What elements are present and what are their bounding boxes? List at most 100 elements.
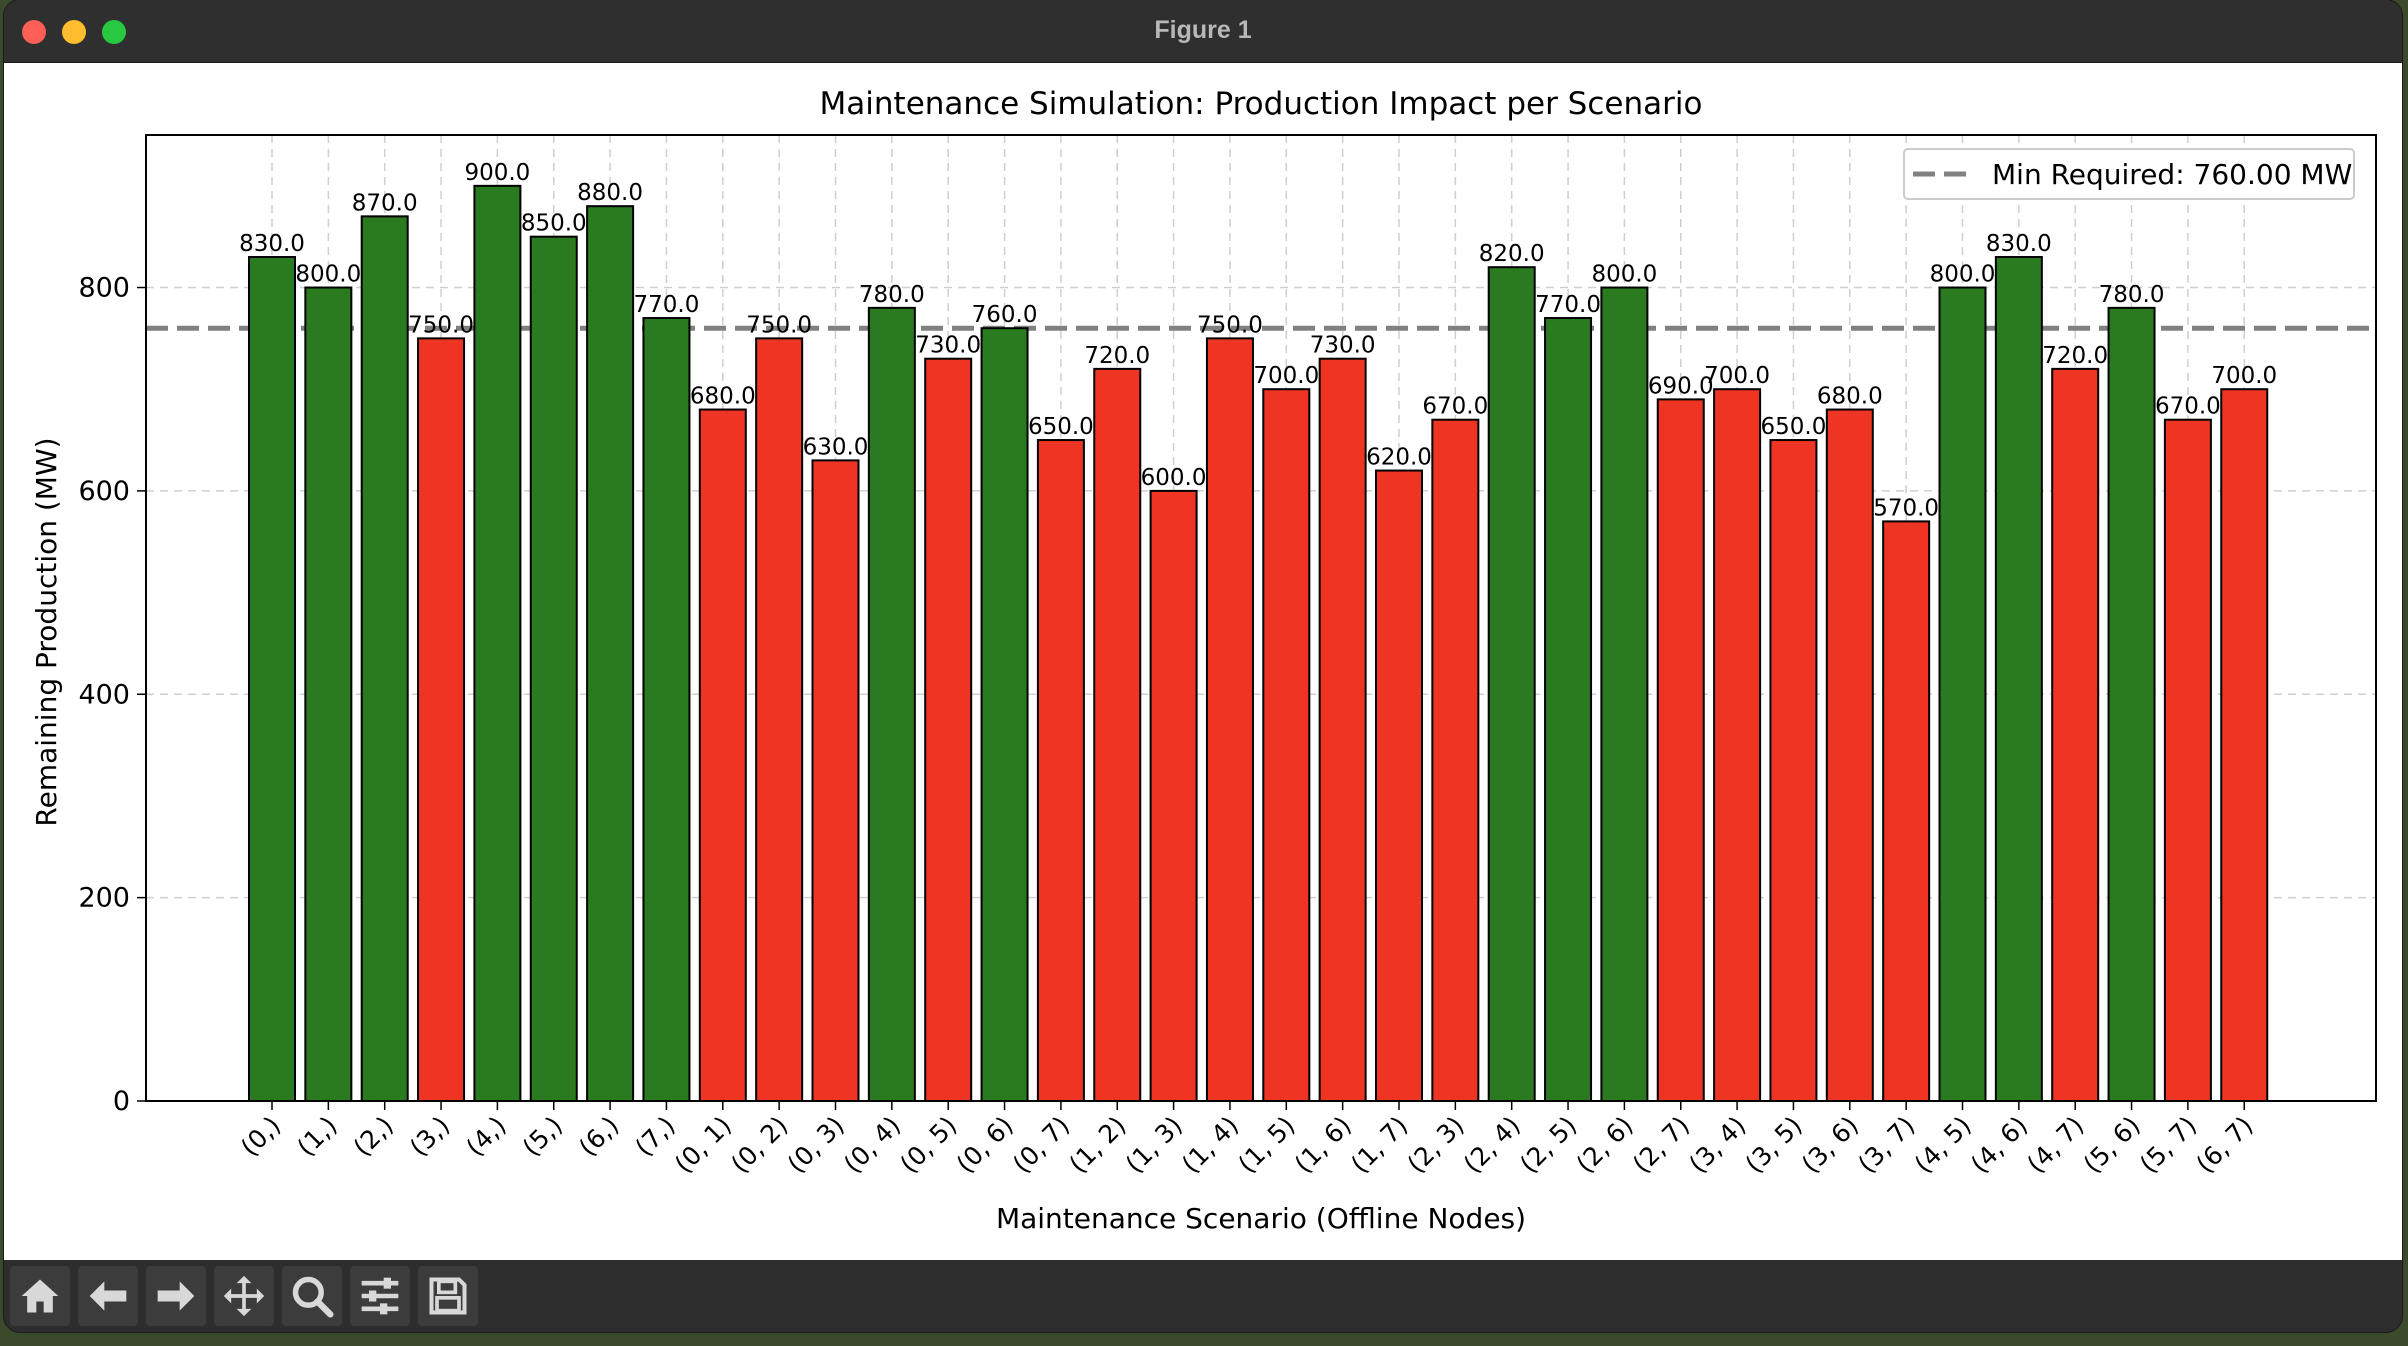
bar-value-label: 570.0 xyxy=(1873,495,1939,521)
x-tick-label: (0, 5) xyxy=(894,1111,962,1179)
y-tick-label: 400 xyxy=(78,679,130,710)
bar-value-label: 830.0 xyxy=(1986,231,2052,257)
save-button[interactable] xyxy=(418,1266,478,1326)
title-bar[interactable]: Figure 1 xyxy=(4,0,2402,63)
bar[interactable] xyxy=(360,215,409,1103)
x-tick-label: (0, 2) xyxy=(725,1111,793,1179)
x-tick-label: (5, 7) xyxy=(2134,1111,2202,1179)
legend: Min Required: 760.00 MW xyxy=(1903,148,2355,200)
bar[interactable] xyxy=(755,337,804,1102)
x-tick-label: (2,) xyxy=(348,1111,399,1162)
bar-chart: Maintenance Simulation: Production Impac… xyxy=(30,86,2377,1235)
bar-value-label: 780.0 xyxy=(2099,282,2165,308)
bar[interactable] xyxy=(1656,398,1705,1102)
maximize-window-button[interactable] xyxy=(102,20,126,44)
forward-button[interactable] xyxy=(146,1266,206,1326)
bar[interactable] xyxy=(1713,388,1762,1103)
configure-subplots-icon xyxy=(361,1277,399,1315)
bar-value-label: 720.0 xyxy=(1084,343,1150,369)
bar-value-label: 690.0 xyxy=(1648,373,1714,399)
bar[interactable] xyxy=(529,235,578,1102)
close-window-button[interactable] xyxy=(22,20,46,44)
bar[interactable] xyxy=(1994,256,2043,1102)
bar[interactable] xyxy=(980,327,1029,1102)
figure-window: Figure 1 Maintenance Simulation: Product… xyxy=(4,0,2402,1332)
bar-value-label: 830.0 xyxy=(239,231,305,257)
bar[interactable] xyxy=(1600,286,1649,1103)
minimize-window-button[interactable] xyxy=(62,20,86,44)
bar[interactable] xyxy=(1544,317,1593,1103)
x-tick-label: (0, 1) xyxy=(669,1111,737,1179)
window-title: Figure 1 xyxy=(1154,16,1252,44)
x-tick-label: (3, 6) xyxy=(1796,1111,1864,1179)
bar-value-label: 750.0 xyxy=(1197,312,1263,338)
bar[interactable] xyxy=(2051,367,2100,1103)
bar[interactable] xyxy=(1431,418,1480,1103)
bar-value-label: 880.0 xyxy=(577,180,643,206)
x-tick-label: (3, 4) xyxy=(1683,1111,1751,1179)
x-tick-label: (0, 6) xyxy=(951,1111,1019,1179)
bar[interactable] xyxy=(1205,337,1254,1102)
x-axis-label: Maintenance Scenario (Offline Nodes) xyxy=(996,1202,1526,1235)
bar[interactable] xyxy=(1262,388,1311,1103)
bar-value-label: 900.0 xyxy=(464,160,530,186)
bar[interactable] xyxy=(248,256,296,1102)
bar[interactable] xyxy=(1487,266,1536,1103)
bar-value-label: 800.0 xyxy=(1930,262,1996,288)
zoom-icon xyxy=(292,1276,334,1318)
x-tick-label: (1, 5) xyxy=(1233,1111,1301,1179)
bar[interactable] xyxy=(2220,388,2269,1103)
save-icon xyxy=(429,1277,467,1315)
configure-subplots-button[interactable] xyxy=(350,1266,410,1326)
bar[interactable] xyxy=(2107,306,2156,1102)
bar[interactable] xyxy=(1938,286,1987,1103)
pan-button[interactable] xyxy=(214,1266,274,1326)
bar[interactable] xyxy=(811,459,860,1102)
bar[interactable] xyxy=(1318,357,1367,1102)
bar[interactable] xyxy=(1036,439,1085,1103)
x-tick-label: (1, 3) xyxy=(1120,1111,1188,1179)
bar[interactable] xyxy=(1882,520,1931,1102)
bar[interactable] xyxy=(1149,489,1198,1103)
bar[interactable] xyxy=(417,337,466,1102)
figure-canvas[interactable]: Maintenance Simulation: Production Impac… xyxy=(4,63,2402,1260)
x-tick-label: (1,) xyxy=(291,1111,342,1162)
bar-value-label: 800.0 xyxy=(295,262,361,288)
bar[interactable] xyxy=(586,205,635,1102)
bar[interactable] xyxy=(1093,367,1142,1103)
back-arrow-icon xyxy=(89,1281,127,1311)
forward-arrow-icon xyxy=(157,1281,195,1311)
navigation-toolbar xyxy=(4,1260,2402,1332)
bar[interactable] xyxy=(1375,469,1423,1102)
bar-value-label: 870.0 xyxy=(352,190,418,216)
zoom-button[interactable] xyxy=(282,1266,342,1326)
bar[interactable] xyxy=(2163,418,2212,1103)
x-tick-label: (0, 7) xyxy=(1007,1111,1075,1179)
bar-value-label: 760.0 xyxy=(972,302,1038,328)
x-tick-label: (3, 5) xyxy=(1740,1111,1808,1179)
bar[interactable] xyxy=(1825,408,1874,1102)
x-tick-label: (2, 5) xyxy=(1514,1111,1582,1179)
bar-value-label: 670.0 xyxy=(2155,394,2221,420)
x-tick-label: (4,) xyxy=(460,1111,511,1162)
x-tick-label: (6,) xyxy=(573,1111,624,1162)
x-tick-label: (3,) xyxy=(404,1111,455,1162)
bar[interactable] xyxy=(642,317,691,1103)
chart-title: Maintenance Simulation: Production Impac… xyxy=(820,86,1703,122)
bar[interactable] xyxy=(304,286,353,1103)
bar[interactable] xyxy=(1769,439,1818,1103)
bar[interactable] xyxy=(867,306,916,1102)
y-tick-label: 0 xyxy=(113,1086,130,1117)
bar-value-label: 700.0 xyxy=(2211,363,2277,389)
bar-value-label: 770.0 xyxy=(634,292,700,318)
back-button[interactable] xyxy=(78,1266,138,1326)
y-tick-label: 200 xyxy=(78,883,130,914)
bar[interactable] xyxy=(924,357,973,1102)
x-tick-label: (1, 2) xyxy=(1063,1111,1131,1179)
home-button[interactable] xyxy=(10,1266,70,1326)
bar-value-label: 820.0 xyxy=(1479,241,1545,267)
bar[interactable] xyxy=(473,184,522,1102)
bar[interactable] xyxy=(698,408,747,1102)
x-tick-label: (0,) xyxy=(235,1111,286,1162)
home-icon xyxy=(21,1279,59,1313)
